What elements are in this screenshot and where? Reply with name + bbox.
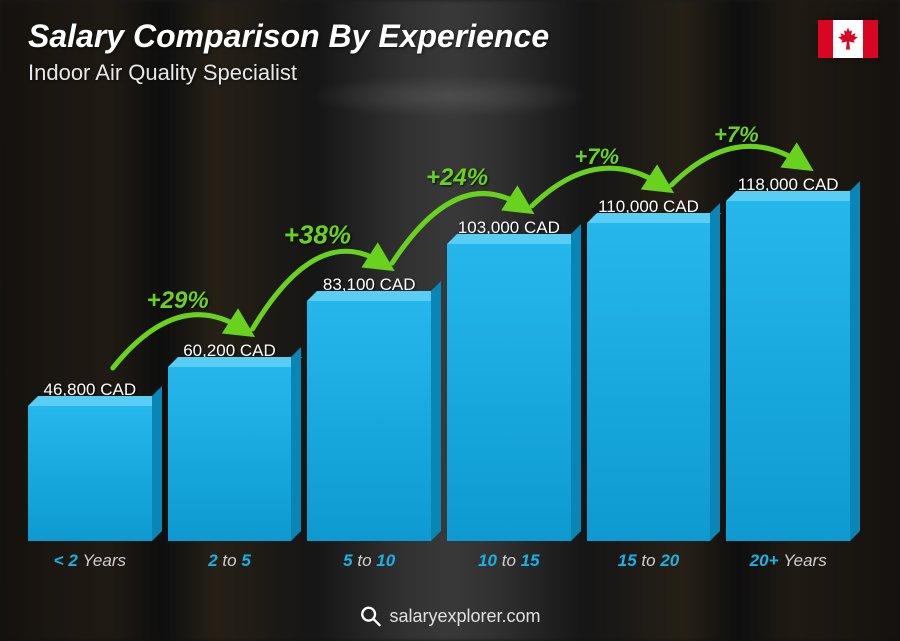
bar-5: 118,000 CAD — [726, 110, 850, 541]
x-label: 5 to 10 — [307, 551, 431, 571]
arc-percent-label: +29% — [147, 287, 209, 315]
bar-3d — [168, 367, 292, 541]
bar-3d — [447, 244, 571, 541]
salary-bar-chart: 46,800 CAD60,200 CAD83,100 CAD103,000 CA… — [28, 110, 850, 571]
magnifier-icon — [359, 605, 381, 627]
page-subtitle: Indoor Air Quality Specialist — [28, 60, 297, 86]
bar-3d — [726, 201, 850, 541]
bar-top-face — [587, 213, 721, 223]
bar-4: 110,000 CAD — [587, 110, 711, 541]
flag-stripe-right — [863, 20, 878, 58]
x-axis-labels: < 2 Years 2 to 5 5 to 10 10 to 15 15 to 20 20… — [28, 551, 850, 571]
bar-3d — [587, 223, 711, 541]
flag-center — [833, 20, 863, 58]
bar-front-face — [447, 244, 571, 541]
bar-side-face — [431, 281, 441, 541]
bar-side-face — [710, 203, 720, 541]
bar-3d — [28, 406, 152, 541]
bar-3d — [307, 301, 431, 541]
x-label: 20+ Years — [726, 551, 850, 571]
page-title: Salary Comparison By Experience — [28, 18, 549, 55]
bar-0: 46,800 CAD — [28, 110, 152, 541]
footer-text: salaryexplorer.com — [389, 606, 540, 627]
x-label: 15 to 20 — [587, 551, 711, 571]
bar-2: 83,100 CAD — [307, 110, 431, 541]
bar-top-face — [726, 191, 860, 201]
bar-front-face — [168, 367, 292, 541]
country-flag-canada — [818, 20, 878, 58]
x-label: < 2 Years — [28, 551, 152, 571]
maple-leaf-icon — [838, 28, 858, 50]
x-label: 2 to 5 — [168, 551, 292, 571]
bar-top-face — [28, 396, 162, 406]
bar-side-face — [152, 386, 162, 541]
x-label: 10 to 15 — [447, 551, 571, 571]
bar-front-face — [587, 223, 711, 541]
bar-1: 60,200 CAD — [168, 110, 292, 541]
bar-top-face — [307, 291, 441, 301]
bar-front-face — [28, 406, 152, 541]
footer-attribution: salaryexplorer.com — [359, 605, 540, 627]
bar-side-face — [571, 224, 581, 541]
bar-front-face — [307, 301, 431, 541]
bar-side-face — [850, 181, 860, 541]
arc-percent-label: +24% — [426, 164, 488, 192]
arc-percent-label: +7% — [714, 122, 759, 148]
flag-stripe-left — [818, 20, 833, 58]
bar-front-face — [726, 201, 850, 541]
bar-side-face — [291, 347, 301, 541]
content-root: Salary Comparison By Experience Indoor A… — [0, 0, 900, 641]
arc-percent-label: +7% — [574, 144, 619, 170]
arc-percent-label: +38% — [284, 220, 351, 251]
bar-top-face — [447, 234, 581, 244]
bar-top-face — [168, 357, 302, 367]
